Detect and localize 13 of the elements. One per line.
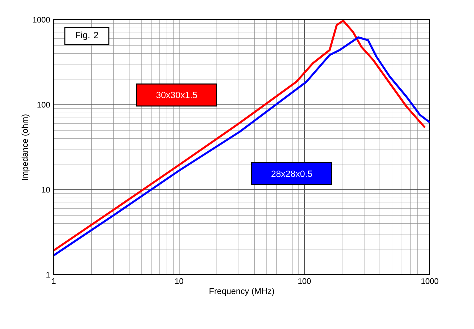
y-axis-title: Impedance (ohm) bbox=[22, 114, 30, 180]
y-tick-label: 1000 bbox=[33, 17, 50, 23]
y-tick-label: 100 bbox=[38, 102, 50, 108]
text: 30x30x1.5 bbox=[156, 92, 198, 98]
x-tick-label: 10 bbox=[176, 278, 184, 284]
text: 28x28x0.5 bbox=[272, 170, 312, 178]
annotation: Fig. 2 bbox=[76, 32, 98, 40]
x-tick-label: 100 bbox=[298, 278, 312, 284]
x-tick-label: 1000 bbox=[422, 278, 439, 284]
y-tick-label: 10 bbox=[42, 187, 50, 193]
y-tick-label: 1 bbox=[46, 272, 50, 278]
x-axis-title: Frequency (MHz) bbox=[210, 288, 274, 296]
x-tick-label: 1 bbox=[52, 278, 56, 284]
